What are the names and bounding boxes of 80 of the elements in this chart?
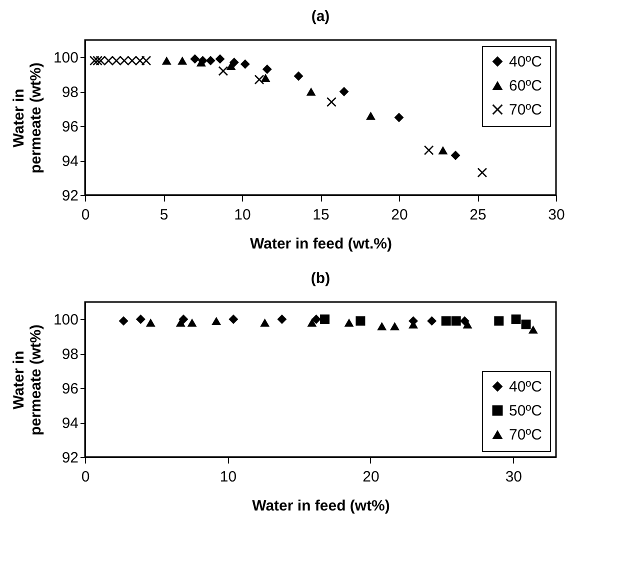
point <box>494 316 504 326</box>
x-tick-label: 5 <box>160 206 168 224</box>
x-tick-label: 10 <box>234 206 251 224</box>
point <box>254 74 264 84</box>
point <box>306 88 316 96</box>
y-tick-label: 94 <box>62 415 78 432</box>
legend-label: 40ºC <box>509 378 542 396</box>
y-tick-label: 100 <box>53 50 78 67</box>
point <box>215 54 225 64</box>
y-tick-label: 100 <box>53 312 78 329</box>
point <box>441 316 451 326</box>
point <box>311 314 321 324</box>
y-tick-label: 96 <box>62 118 78 136</box>
point <box>427 316 437 326</box>
point <box>450 150 460 160</box>
x-axis-title: Water in feed (wt%) <box>252 498 390 514</box>
legend-label: 70ºC <box>509 102 542 118</box>
point <box>277 314 287 324</box>
y-tick-label: 92 <box>62 450 78 466</box>
y-tick-label: 92 <box>62 188 78 204</box>
point <box>307 318 317 327</box>
point <box>190 54 200 64</box>
point <box>176 318 186 327</box>
point <box>356 316 366 326</box>
y-tick-label: 94 <box>62 153 78 170</box>
x-tick-label: 25 <box>470 206 486 224</box>
x-tick-label: 0 <box>81 206 90 224</box>
point <box>141 56 151 66</box>
point <box>162 56 172 65</box>
point <box>521 320 531 330</box>
point <box>260 318 270 327</box>
point <box>212 316 222 326</box>
chart-title: (a) <box>311 8 330 25</box>
x-tick-label: 30 <box>548 206 565 224</box>
point <box>187 318 197 327</box>
point <box>260 74 270 82</box>
point <box>294 71 304 81</box>
point <box>229 58 239 68</box>
point <box>262 64 272 74</box>
point <box>424 145 434 155</box>
point <box>462 320 472 328</box>
point <box>112 56 122 66</box>
point <box>511 314 521 324</box>
x-tick-label: 20 <box>391 206 408 224</box>
point <box>528 325 538 334</box>
point <box>451 316 461 326</box>
y-tick-label: 98 <box>62 346 78 364</box>
point <box>226 62 236 70</box>
point <box>218 66 228 76</box>
point <box>344 318 354 327</box>
point <box>477 168 487 178</box>
point <box>146 318 156 327</box>
point <box>206 56 216 66</box>
y-axis-title: Water in permeate (wt%) <box>10 324 44 436</box>
point <box>240 59 250 69</box>
x-tick-label: 30 <box>505 468 522 486</box>
point <box>228 314 238 324</box>
y-tick-label: 96 <box>62 380 78 398</box>
y-tick-label: 98 <box>62 84 78 102</box>
y-axis-title: Water in permeate (wt%) <box>10 62 44 174</box>
x-tick-label: 20 <box>362 468 380 486</box>
point <box>438 146 448 154</box>
x-axis-title: Water in feed (wt.%) <box>250 236 392 252</box>
x-tick-label: 0 <box>81 468 90 486</box>
x-tick-label: 15 <box>312 206 330 224</box>
x-tick-label: 10 <box>220 468 237 486</box>
point <box>320 314 330 324</box>
point <box>118 316 128 326</box>
chart-title: (b) <box>310 270 330 287</box>
legend-label: 40ºC <box>509 54 542 70</box>
point <box>366 112 376 120</box>
point <box>377 322 387 330</box>
point <box>136 314 146 324</box>
point <box>394 112 404 122</box>
point <box>339 86 349 96</box>
point <box>178 56 188 65</box>
legend-label: 60ºC <box>509 78 542 94</box>
legend-label: 70ºC <box>509 426 542 444</box>
legend-label: 50ºC <box>509 402 542 420</box>
point <box>390 322 400 330</box>
